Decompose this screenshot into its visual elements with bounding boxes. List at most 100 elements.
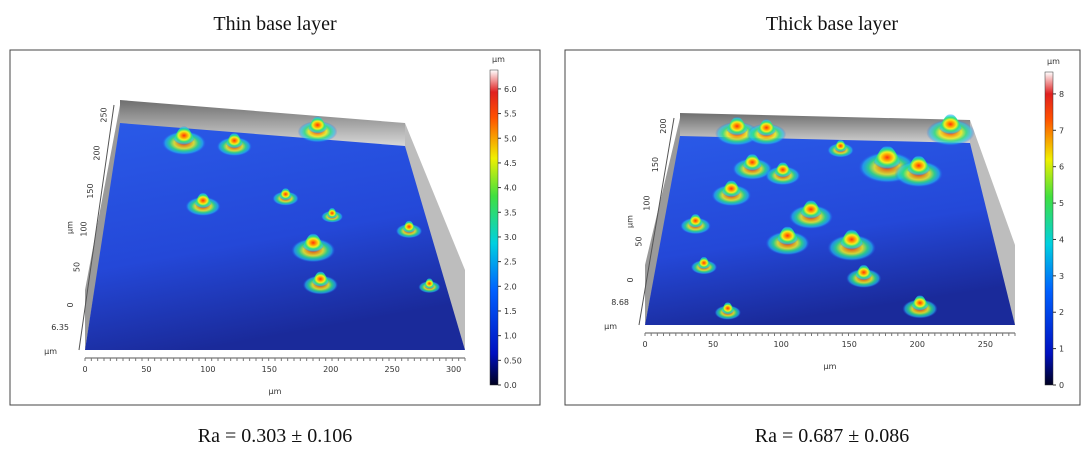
colorbar-tick-label: 6.0 [504, 85, 517, 94]
colorbar-tick-label: 5.0 [504, 134, 517, 143]
colorbar-tick-label: 1.0 [504, 332, 517, 341]
surface-peak [193, 192, 213, 209]
y-tick-label: 100 [79, 221, 88, 236]
surface-peak [871, 145, 903, 170]
z-max-label: 6.35 [51, 323, 69, 332]
caption: Ra = 0.687 ± 0.086 [755, 425, 909, 447]
colorbar-tick-label: 1 [1059, 345, 1064, 354]
surface-peak [755, 118, 778, 137]
colorbar-tick-label: 2.0 [504, 282, 517, 291]
x-tick-label: 300 [446, 365, 461, 374]
x-tick-label: 100 [774, 340, 789, 349]
x-tick-label: 0 [82, 365, 87, 374]
surface-peak [905, 155, 932, 176]
y-tick-label: 200 [93, 145, 102, 160]
surface-peak [423, 278, 436, 290]
side-wall [405, 123, 465, 350]
surface-peak [720, 301, 735, 315]
y-tick-label: 0 [66, 302, 75, 307]
x-tick-label: 200 [323, 365, 338, 374]
x-tick-label: 250 [385, 365, 400, 374]
surface-peak [224, 132, 244, 149]
surface-peak [854, 264, 874, 281]
surface-peak [696, 256, 712, 270]
left-wall [645, 118, 680, 325]
left-wall [85, 105, 120, 350]
x-tick-label: 150 [842, 340, 857, 349]
y-axis [638, 117, 675, 326]
colorbar-tick-label: 4 [1059, 235, 1064, 244]
colorbar-tick-label: 2.5 [504, 258, 517, 267]
surface-peak [833, 139, 848, 153]
colorbar-tick-label: 6 [1059, 163, 1064, 172]
surface-peak [687, 213, 704, 228]
colorbar [1044, 71, 1054, 386]
y-axis-unit: µm [66, 221, 75, 234]
panel-title: Thick base layer [766, 13, 898, 35]
x-tick-label: 100 [200, 365, 215, 374]
surface-peak [838, 229, 865, 250]
colorbar-tick-label: 3.0 [504, 233, 517, 242]
surface-peak [741, 153, 764, 171]
y-tick-label: 50 [634, 236, 643, 246]
colorbar-tick-label: 0 [1059, 381, 1064, 390]
surface-peak [306, 116, 329, 134]
y-tick-label: 50 [73, 262, 82, 272]
colorbar-tick-label: 0.0 [504, 381, 517, 390]
colorbar-unit: µm [1047, 57, 1060, 66]
z-unit: µm [604, 322, 617, 331]
x-axis-unit: µm [824, 362, 837, 371]
y-tick-label: 150 [86, 183, 95, 198]
x-tick-label: 50 [708, 340, 718, 349]
surface-peak [401, 220, 417, 234]
colorbar-tick-label: 7 [1059, 126, 1064, 135]
colorbar-tick-label: 5 [1059, 199, 1064, 208]
colorbar-tick-label: 3.5 [504, 208, 517, 217]
colorbar-tick-label: 2 [1059, 308, 1064, 317]
surface-peak [278, 187, 293, 201]
surface-peak [725, 116, 750, 136]
colorbar-tick-label: 0.50 [504, 356, 522, 365]
surface-peak [326, 207, 339, 219]
z-unit: µm [44, 347, 57, 356]
z-max-label: 8.68 [611, 298, 629, 307]
colorbar [489, 69, 499, 386]
surface-peak [773, 161, 793, 178]
colorbar-unit: µm [492, 55, 505, 64]
surface-peak [171, 126, 196, 146]
x-tick-label: 50 [141, 365, 151, 374]
y-axis [78, 104, 115, 351]
y-tick-label: 150 [651, 157, 660, 172]
panel-frame [564, 49, 1081, 406]
x-tick-label: 150 [262, 365, 277, 374]
y-tick-label: 200 [659, 118, 668, 133]
caption: Ra = 0.303 ± 0.106 [198, 425, 352, 447]
surface-peak [937, 113, 964, 135]
surface-peak [301, 233, 326, 253]
colorbar-tick-label: 4.0 [504, 184, 517, 193]
surface [85, 123, 465, 350]
y-tick-label: 0 [626, 277, 635, 282]
surface-peak [310, 271, 331, 287]
surface-peak [775, 226, 800, 246]
x-tick-label: 200 [910, 340, 925, 349]
x-tick-label: 0 [642, 340, 647, 349]
colorbar-tick-label: 4.5 [504, 159, 517, 168]
surface-peak [798, 199, 823, 219]
x-axis-unit: µm [269, 387, 282, 396]
back-wall [120, 100, 405, 153]
colorbar-tick-label: 8 [1059, 90, 1064, 99]
colorbar-tick-label: 3 [1059, 272, 1064, 281]
surface-peak [910, 295, 930, 311]
y-tick-label: 100 [643, 195, 652, 210]
surface-peak [720, 179, 743, 198]
panel-title: Thin base layer [213, 13, 337, 35]
colorbar-tick-label: 5.5 [504, 110, 517, 119]
panel-frame [9, 49, 541, 406]
y-axis-unit: µm [626, 215, 635, 228]
y-tick-label: 250 [99, 107, 108, 122]
colorbar-tick-label: 1.5 [504, 307, 517, 316]
side-wall [970, 120, 1015, 325]
x-tick-label: 250 [978, 340, 993, 349]
